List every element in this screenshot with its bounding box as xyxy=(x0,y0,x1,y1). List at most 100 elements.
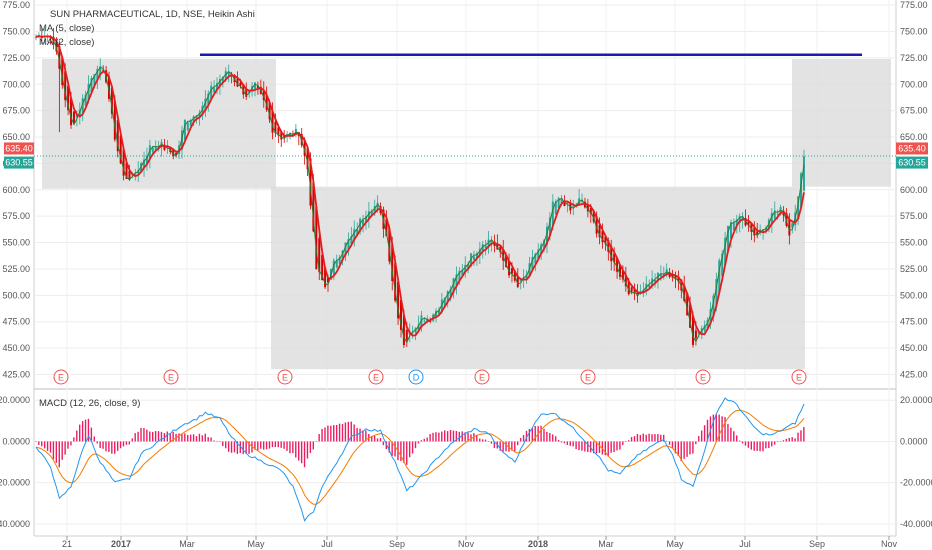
candle-body xyxy=(458,270,461,281)
candle-body xyxy=(470,253,473,267)
event-badge-label: E xyxy=(796,373,802,383)
candle-body xyxy=(732,222,735,231)
candle-body xyxy=(341,250,344,261)
macd-histogram-bar xyxy=(204,433,206,442)
time-axis: 21 2017 Mar May Jul Sep Nov 2018 Mar May Jul Sep Nov xyxy=(62,536,897,549)
macd-histogram-bar xyxy=(236,441,239,454)
candle-body xyxy=(145,155,148,164)
price-tick-left: 425.00 xyxy=(2,369,30,379)
macd-histogram-bar xyxy=(315,441,317,442)
macd-histogram-bar xyxy=(70,441,72,446)
candle-body xyxy=(338,257,341,264)
candle-body xyxy=(64,71,67,101)
macd-histogram-bar xyxy=(432,432,434,442)
macd-histogram-bar xyxy=(689,441,691,455)
price-tick-left: 550.00 xyxy=(2,238,30,248)
macd-histogram-bar xyxy=(733,431,735,442)
candle-body xyxy=(376,202,379,210)
candle-body xyxy=(581,201,584,203)
macd-histogram-bar xyxy=(665,440,668,442)
macd-histogram-bar xyxy=(353,424,355,442)
macd-histogram-bar xyxy=(359,428,361,442)
ma5-line xyxy=(35,35,805,337)
macd-histogram-bar xyxy=(125,441,128,445)
macd-histogram-bar xyxy=(187,435,189,442)
macd-histogram-bar xyxy=(575,441,577,450)
macd-histogram-bar xyxy=(324,427,326,442)
event-badge-label: D xyxy=(413,373,420,383)
macd-histogram-bar xyxy=(613,441,615,453)
event-badge-label: E xyxy=(585,373,591,383)
legend: SUN PHARMACEUTICAL, 1D, NSE, Heikin Ashi… xyxy=(39,9,255,409)
candle-body xyxy=(598,225,601,237)
macd-histogram-bar xyxy=(105,441,107,452)
candle-body xyxy=(452,278,455,293)
last-price-badge-right xyxy=(896,156,928,169)
candle-body xyxy=(236,78,239,87)
candle-body xyxy=(373,206,376,214)
macd-histogram-bar xyxy=(300,441,303,464)
candle-body xyxy=(543,240,546,250)
macd-histogram-bar xyxy=(41,441,43,447)
candle-body xyxy=(595,216,598,234)
macd-histogram-bar xyxy=(143,428,145,442)
last-price-badge-left xyxy=(4,142,34,155)
macd-histogram-bar xyxy=(102,441,104,449)
macd-histogram-bar xyxy=(476,435,478,442)
candle-body xyxy=(563,200,566,207)
macd-histogram-bar xyxy=(189,434,192,442)
macd-histogram-bar xyxy=(46,441,49,451)
macd-histogram-bar xyxy=(411,441,414,454)
candle-body xyxy=(773,210,776,219)
candle-body xyxy=(324,267,327,288)
macd-histogram-bar xyxy=(330,425,332,442)
candle-body xyxy=(417,324,420,331)
candle-body xyxy=(321,254,324,281)
price-tick-left: 525.00 xyxy=(2,264,30,274)
macd-histogram-bar xyxy=(511,441,513,451)
macd-histogram-bar xyxy=(452,430,455,442)
price-tick-right: 575.00 xyxy=(900,211,928,221)
candle-body xyxy=(505,254,508,268)
candle-body xyxy=(175,152,178,156)
candle-body xyxy=(277,127,280,136)
candle-body xyxy=(96,69,99,80)
candle-body xyxy=(610,245,613,262)
macd-histogram-bar xyxy=(303,441,306,468)
candle-body xyxy=(274,121,277,133)
candle-body xyxy=(621,270,624,280)
candle-body xyxy=(61,57,64,86)
macd-histogram-bar xyxy=(309,441,312,453)
macd-histogram-bar xyxy=(52,441,55,460)
candle-body xyxy=(627,280,630,295)
macd-histogram-bar xyxy=(490,441,493,444)
macd-histogram-bar xyxy=(262,441,265,450)
macd-histogram-bar xyxy=(382,441,385,446)
macd-histogram-bar xyxy=(446,431,449,442)
macd-histogram-bar xyxy=(257,441,259,451)
candle-body xyxy=(551,201,554,227)
price-tick-right: 675.00 xyxy=(900,106,928,116)
macd-histogram-bar xyxy=(590,441,592,453)
price-tick-right: 750.00 xyxy=(900,27,928,37)
macd-histogram-bar xyxy=(295,441,297,458)
candle-body xyxy=(262,90,265,101)
macd-histogram-bar xyxy=(487,441,490,442)
candle-body xyxy=(534,253,537,264)
macd-histogram-bar xyxy=(64,441,66,455)
macd-histogram-bar xyxy=(61,441,63,460)
macd-histogram-bar xyxy=(633,436,636,442)
last-price-badge-left xyxy=(4,156,34,169)
candle-body xyxy=(198,112,201,118)
candle-body xyxy=(484,245,487,249)
macd-histogram-bar xyxy=(630,437,633,442)
candle-body xyxy=(256,85,259,89)
candle-body xyxy=(189,120,192,127)
price-tick-right: 700.00 xyxy=(900,79,928,89)
macd-histogram-bar xyxy=(648,433,650,442)
macd-histogram-bar xyxy=(213,440,215,442)
candle-body xyxy=(683,285,686,301)
macd-histogram-bar xyxy=(230,441,233,453)
macd-histogram-bar xyxy=(318,433,320,442)
macd-histogram-bar xyxy=(394,441,396,457)
